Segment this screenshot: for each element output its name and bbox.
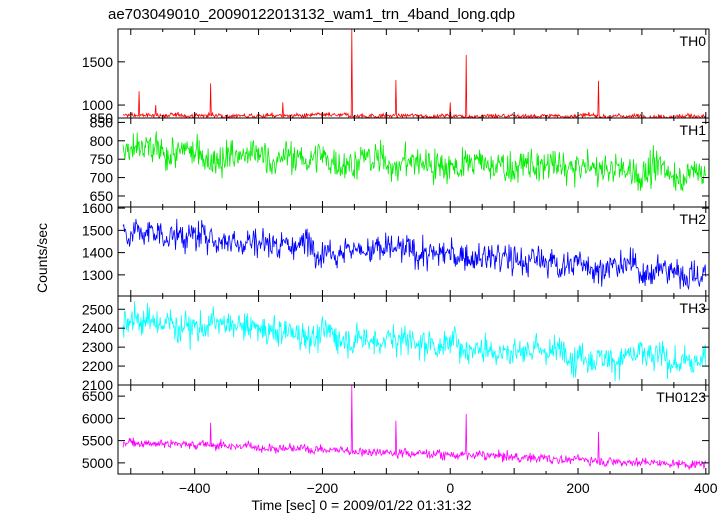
y-tick-label: 2200	[82, 358, 113, 374]
x-axis-label: Time [sec] 0 = 2009/01/22 01:31:32	[251, 497, 472, 513]
y-tick-label: 1600	[82, 200, 113, 216]
y-tick-label: 850	[90, 110, 114, 126]
series-line-th3	[122, 301, 707, 382]
y-tick-label: 1000	[82, 97, 113, 113]
panel-label: TH2	[680, 211, 707, 227]
panel-frame-th3	[117, 295, 710, 386]
y-tick-label: 2400	[82, 320, 113, 336]
series-line-th0123	[122, 385, 707, 470]
y-tick-label: 800	[90, 133, 114, 149]
x-tick-label: 400	[694, 480, 718, 496]
y-tick-label: 650	[90, 188, 114, 204]
y-tick-label: 2500	[82, 301, 113, 317]
x-tick-label: −200	[307, 480, 339, 496]
panel-frame-th1	[117, 117, 710, 208]
x-tick-label: 200	[566, 480, 590, 496]
panel-frame-th0	[117, 28, 710, 119]
x-tick-label: −400	[179, 480, 211, 496]
x-tick-label: 0	[446, 480, 454, 496]
y-tick-label: 5000	[82, 455, 113, 471]
y-tick-label: 700	[90, 170, 114, 186]
series-line-th1	[122, 131, 707, 193]
y-tick-label: 2300	[82, 339, 113, 355]
y-axis-label: Counts/sec	[34, 222, 50, 294]
y-tick-label: 6500	[82, 388, 113, 404]
chart-title: ae703049010_20090122013132_wam1_trn_4ban…	[108, 6, 516, 23]
y-tick-label: 1400	[82, 245, 113, 261]
series-line-th2	[122, 218, 707, 291]
y-tick-label: 1500	[82, 54, 113, 70]
y-tick-label: 1300	[82, 267, 113, 283]
y-tick-label: 5500	[82, 433, 113, 449]
panel-frame-th0123	[117, 384, 710, 475]
panel-label: TH3	[680, 300, 707, 316]
y-tick-label: 750	[90, 151, 114, 167]
series-line-th0	[122, 29, 707, 118]
panel-label: TH0	[680, 33, 707, 49]
panel-label: TH0123	[656, 389, 706, 405]
y-tick-label: 6000	[82, 410, 113, 426]
y-tick-label: 2100	[82, 377, 113, 393]
panel-label: TH1	[680, 122, 707, 138]
y-tick-label: 850	[90, 114, 114, 130]
y-tick-label: 1500	[82, 222, 113, 238]
